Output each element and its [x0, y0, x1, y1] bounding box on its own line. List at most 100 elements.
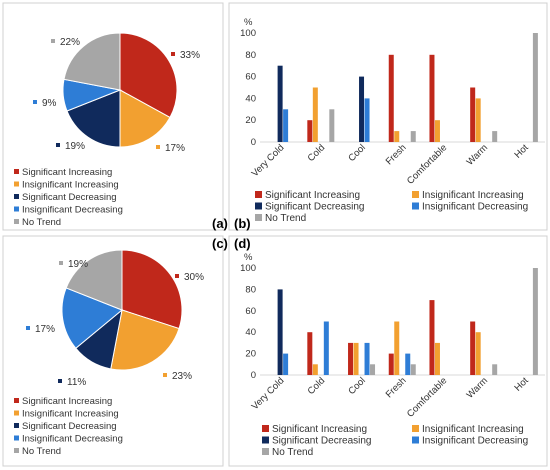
- legend-swatch: [14, 435, 19, 441]
- legend-entry: No Trend: [22, 217, 61, 228]
- y-tick-label: 60: [245, 306, 256, 317]
- y-tick-label: 100: [240, 28, 256, 39]
- bar-significant-increasing: [307, 332, 313, 375]
- panel-a-frame: [2, 2, 224, 231]
- x-tick-label: Cold: [306, 142, 328, 164]
- legend-swatch: [14, 181, 19, 187]
- x-tick-label: Hot: [513, 375, 531, 393]
- legend-entry: Insignificant Increasing: [422, 424, 524, 435]
- x-tick-label: Cold: [306, 375, 328, 397]
- legend-entry: Insignificant Increasing: [422, 190, 524, 201]
- pie-data-label: 19%: [68, 259, 88, 270]
- panel-label-c: (c): [212, 236, 228, 251]
- pie-data-label: 22%: [60, 37, 80, 48]
- bar-insignificant-increasing: [353, 342, 359, 375]
- legend-swatch: [14, 448, 19, 453]
- bar-no-trend: [370, 364, 376, 375]
- legend-entry: Insignificant Increasing: [22, 180, 119, 191]
- pie-slice-significant-increasing: [121, 249, 183, 330]
- legend-swatch: [14, 423, 19, 428]
- legend-swatch: [262, 436, 269, 444]
- bar-significant-increasing: [470, 321, 476, 375]
- legend-entry: No Trend: [22, 446, 61, 457]
- y-axis-label: %: [244, 252, 253, 263]
- y-tick-label: 80: [245, 50, 256, 61]
- pie-data-label: 33%: [180, 50, 200, 61]
- y-tick-label: 0: [251, 370, 256, 381]
- y-tick-label: 100: [240, 263, 256, 274]
- bar-no-trend: [410, 364, 416, 375]
- legend-swatch: [412, 425, 419, 432]
- pie-slice-no-trend: [65, 249, 123, 311]
- panel-d-frame: [228, 235, 548, 467]
- x-tick-label: Cool: [346, 142, 368, 164]
- y-tick-label: 40: [245, 327, 256, 338]
- bar-no-trend: [532, 268, 538, 375]
- bar-insignificant-increasing: [475, 332, 481, 375]
- legend-swatch: [255, 214, 262, 221]
- pie-chart-a: 33% 17% 19% 9% 22% Significant Increasing Insi…: [14, 32, 200, 228]
- bar-significant-increasing: [429, 300, 435, 375]
- legend-entry: No Trend: [265, 213, 306, 224]
- bar-no-trend: [532, 33, 538, 142]
- bar-significant-decreasing: [277, 65, 283, 142]
- legend-swatch: [412, 191, 419, 198]
- legend-entry: Significant Decreasing: [272, 436, 372, 447]
- pie-chart-c: 30% 23% 11% 17% 19% Significant Increasing Ins…: [14, 249, 204, 457]
- bar-significant-increasing: [388, 54, 394, 142]
- bar-insignificant-increasing: [434, 120, 440, 142]
- pie-label-marker: [171, 52, 175, 56]
- pie-label-marker: [56, 143, 60, 147]
- pie-label-marker: [26, 326, 30, 330]
- pie-slice-insignificant-increasing: [110, 309, 180, 371]
- pie-label-marker: [51, 39, 55, 43]
- bar-insignificant-increasing: [394, 131, 400, 142]
- pie-label-marker: [58, 379, 62, 383]
- legend-entry: Significant Decreasing: [265, 202, 365, 213]
- pie-data-label: 23%: [172, 371, 192, 382]
- y-tick-label: 40: [245, 93, 256, 104]
- pie-label-marker: [156, 145, 160, 149]
- legend-entry: Insignificant Decreasing: [22, 434, 123, 445]
- bar-insignificant-decreasing: [364, 342, 370, 375]
- panel-label-a: (a): [212, 216, 228, 231]
- legend-swatch: [14, 194, 19, 199]
- y-tick-label: 20: [245, 115, 256, 126]
- legend-entry: Significant Increasing: [22, 167, 112, 178]
- bar-significant-decreasing: [359, 76, 365, 142]
- bar-insignificant-decreasing: [323, 321, 329, 375]
- panel-c-frame: [2, 235, 224, 467]
- y-tick-label: 20: [245, 349, 256, 360]
- x-tick-label: Cool: [346, 375, 368, 397]
- legend-entry: Significant Increasing: [272, 424, 367, 435]
- x-tick-label: Fresh: [384, 142, 409, 167]
- legend-entry: Insignificant Decreasing: [422, 436, 528, 447]
- pie-label-marker: [175, 274, 179, 278]
- x-tick-label: Warm: [465, 375, 490, 400]
- legend-swatch: [255, 191, 262, 198]
- legend-swatch: [255, 202, 262, 210]
- legend-entry: Significant Increasing: [22, 396, 112, 407]
- pie-slice-significant-decreasing: [66, 89, 121, 148]
- legend-entry: Insignificant Increasing: [22, 409, 119, 420]
- legend-entry: Significant Increasing: [265, 190, 360, 201]
- bar-insignificant-increasing: [312, 87, 318, 142]
- bar-insignificant-increasing: [312, 364, 318, 375]
- pie-slice-insignificant-decreasing: [61, 287, 123, 349]
- bar-no-trend: [492, 131, 498, 142]
- pie-slice-significant-increasing: [119, 32, 178, 119]
- pie-slice-no-trend: [63, 32, 121, 91]
- legend-entry: Significant Decreasing: [22, 421, 117, 432]
- legend-swatch: [262, 425, 269, 432]
- bar-insignificant-increasing: [434, 342, 440, 375]
- legend-entry: Insignificant Decreasing: [22, 205, 123, 216]
- pie-data-label: 17%: [35, 324, 55, 335]
- pie-label-marker: [163, 373, 167, 377]
- legend-swatch: [14, 169, 19, 174]
- bar-significant-increasing: [388, 353, 394, 375]
- x-tick-label: Fresh: [384, 375, 409, 400]
- bar-no-trend: [329, 109, 335, 142]
- pie-label-marker: [59, 261, 63, 265]
- bar-insignificant-increasing: [475, 98, 481, 142]
